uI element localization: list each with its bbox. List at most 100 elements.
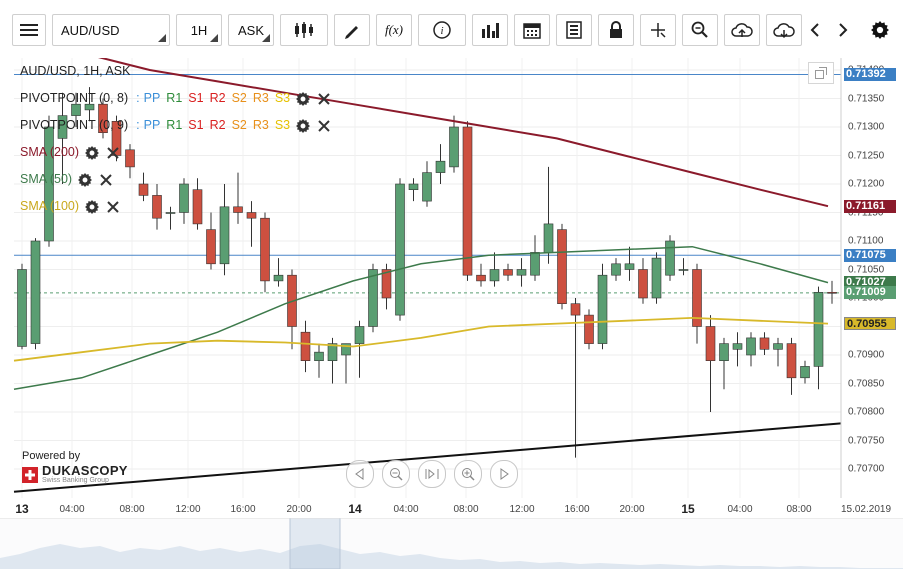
- legend-sma50[interactable]: SMA (50): [20, 166, 330, 193]
- calendar-icon: [523, 23, 541, 39]
- close-icon[interactable]: [107, 200, 119, 213]
- zoom-button[interactable]: [682, 14, 718, 46]
- hamburger-icon: [20, 24, 38, 36]
- candle-up: [449, 126, 459, 168]
- zoom-in-button[interactable]: [454, 460, 482, 488]
- gear-icon[interactable]: [78, 172, 93, 187]
- volume-button[interactable]: [472, 14, 508, 46]
- side-select[interactable]: ASK: [228, 14, 274, 46]
- crosshair-button[interactable]: [640, 14, 676, 46]
- function-icon: f(x): [384, 22, 404, 37]
- moving-averages: [13, 58, 842, 493]
- reset-view-button[interactable]: [418, 460, 446, 488]
- candle-up: [273, 274, 284, 282]
- pivot-level-s2: S2: [231, 91, 247, 105]
- sma50-line: [13, 245, 829, 390]
- candle-up: [665, 240, 675, 276]
- overview-window[interactable]: [289, 518, 341, 569]
- close-icon[interactable]: [318, 92, 330, 105]
- gear-icon[interactable]: [85, 199, 100, 214]
- zoom-out-button[interactable]: [382, 460, 410, 488]
- pivot-1-levels: PP R1 S1 R2 S2 R3 S3: [140, 85, 291, 112]
- swiss-cross-icon: [22, 466, 38, 483]
- candle-up: [530, 252, 540, 276]
- pivot-level-r2: R2: [209, 91, 226, 105]
- gear-icon[interactable]: [296, 91, 311, 106]
- draw-button[interactable]: [334, 14, 370, 46]
- candle-down: [381, 269, 392, 299]
- report-button[interactable]: [556, 14, 592, 46]
- chevron-left-icon: [810, 23, 819, 37]
- candle-up: [57, 115, 68, 139]
- close-icon[interactable]: [100, 173, 112, 186]
- price-tick: 0.71050: [848, 264, 885, 275]
- upload-button[interactable]: [724, 14, 760, 46]
- candle-down: [570, 303, 581, 316]
- candle-up: [314, 351, 324, 361]
- menu-button[interactable]: [12, 14, 46, 46]
- lock-icon: [610, 21, 622, 38]
- download-button[interactable]: [766, 14, 802, 46]
- zoom-icon: [691, 21, 708, 38]
- candle-down: [233, 206, 243, 213]
- candle-up: [17, 269, 27, 347]
- candle-up: [489, 269, 500, 282]
- expand-button[interactable]: [808, 62, 834, 84]
- pivot-level-pp: PP: [143, 91, 161, 105]
- pivot-lines: [14, 74, 841, 294]
- candle-up: [179, 183, 189, 213]
- settings-button[interactable]: [866, 14, 894, 46]
- gear-icon[interactable]: [296, 118, 311, 133]
- legend-pivot-2[interactable]: PIVOTPOINT (0, 9) : PP R1 S1 R2 S2 R3 S3: [20, 112, 330, 139]
- timeframe-select[interactable]: 1H: [176, 14, 222, 46]
- scroll-right-button[interactable]: [832, 14, 854, 46]
- time-tick: 08:00: [119, 504, 145, 515]
- close-icon[interactable]: [107, 146, 119, 159]
- candle-up: [354, 326, 365, 344]
- candle-up: [611, 263, 621, 276]
- triangle-left-icon: [355, 468, 364, 480]
- side-label: ASK: [237, 22, 264, 38]
- pan-left-button[interactable]: [346, 460, 374, 488]
- pivot-level-s1: S1: [188, 118, 204, 132]
- price-chart[interactable]: [0, 58, 903, 498]
- legend-sma200[interactable]: SMA (200): [20, 139, 330, 166]
- pivot-level-s3: S3: [274, 118, 291, 132]
- info-button[interactable]: i: [418, 14, 466, 46]
- candle-down: [206, 229, 216, 265]
- close-icon[interactable]: [318, 119, 330, 132]
- crosshair-icon: [651, 23, 666, 38]
- time-tick: 20:00: [286, 504, 312, 515]
- candle-down: [786, 343, 797, 379]
- candle-down: [260, 217, 270, 282]
- trend-line: [13, 422, 842, 493]
- candle-down: [827, 291, 837, 294]
- candle-down: [476, 274, 486, 282]
- scroll-left-button[interactable]: [804, 14, 826, 46]
- candle-down: [692, 269, 702, 327]
- price-tick: 0.71100: [848, 235, 884, 247]
- candle-down: [557, 229, 567, 305]
- price-tag: 0.71075: [844, 248, 896, 262]
- candle-up: [732, 343, 743, 350]
- legend-pivot-1[interactable]: PIVOTPOINT (0, 8) : PP R1 S1 R2 S2 R3 S3: [20, 85, 330, 112]
- legend-sma100[interactable]: SMA (100): [20, 193, 330, 220]
- gear-icon[interactable]: [85, 145, 100, 160]
- grid: [14, 58, 841, 498]
- pan-right-button[interactable]: [490, 460, 518, 488]
- dukascopy-branding: Powered by DUKASCOPY Swiss Banking Group: [22, 450, 128, 485]
- calendar-button[interactable]: [514, 14, 550, 46]
- time-tick: 20:00: [619, 504, 645, 515]
- price-tick: 0.71350: [848, 93, 885, 104]
- symbol-select[interactable]: AUD/USD: [52, 14, 170, 46]
- time-tick: 12:00: [175, 504, 201, 515]
- chart-type-button[interactable]: [280, 14, 328, 46]
- time-tick: 16:00: [564, 504, 590, 515]
- indicators-button[interactable]: f(x): [376, 14, 412, 46]
- pivot-level-r2: R2: [209, 118, 226, 132]
- pivot-2-levels: PP R1 S1 R2 S2 R3 S3: [140, 112, 291, 139]
- time-tick: 04:00: [59, 504, 85, 515]
- gear-icon: [871, 21, 889, 39]
- lock-button[interactable]: [598, 14, 634, 46]
- overview-navigator[interactable]: [0, 518, 903, 569]
